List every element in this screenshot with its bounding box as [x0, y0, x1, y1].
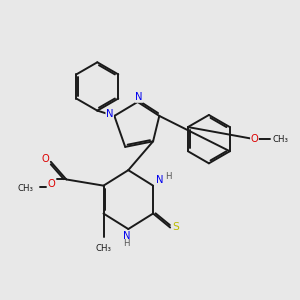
- Text: O: O: [41, 154, 49, 164]
- Text: N: N: [106, 110, 113, 119]
- Text: N: N: [135, 92, 143, 102]
- Text: CH₃: CH₃: [18, 184, 34, 193]
- Text: N: N: [156, 175, 164, 185]
- Text: H: H: [165, 172, 171, 181]
- Text: O: O: [250, 134, 258, 144]
- Text: N: N: [123, 231, 130, 241]
- Text: O: O: [48, 179, 55, 189]
- Text: H: H: [124, 239, 130, 248]
- Text: S: S: [172, 223, 179, 232]
- Text: CH₃: CH₃: [95, 244, 112, 253]
- Text: CH₃: CH₃: [272, 135, 288, 144]
